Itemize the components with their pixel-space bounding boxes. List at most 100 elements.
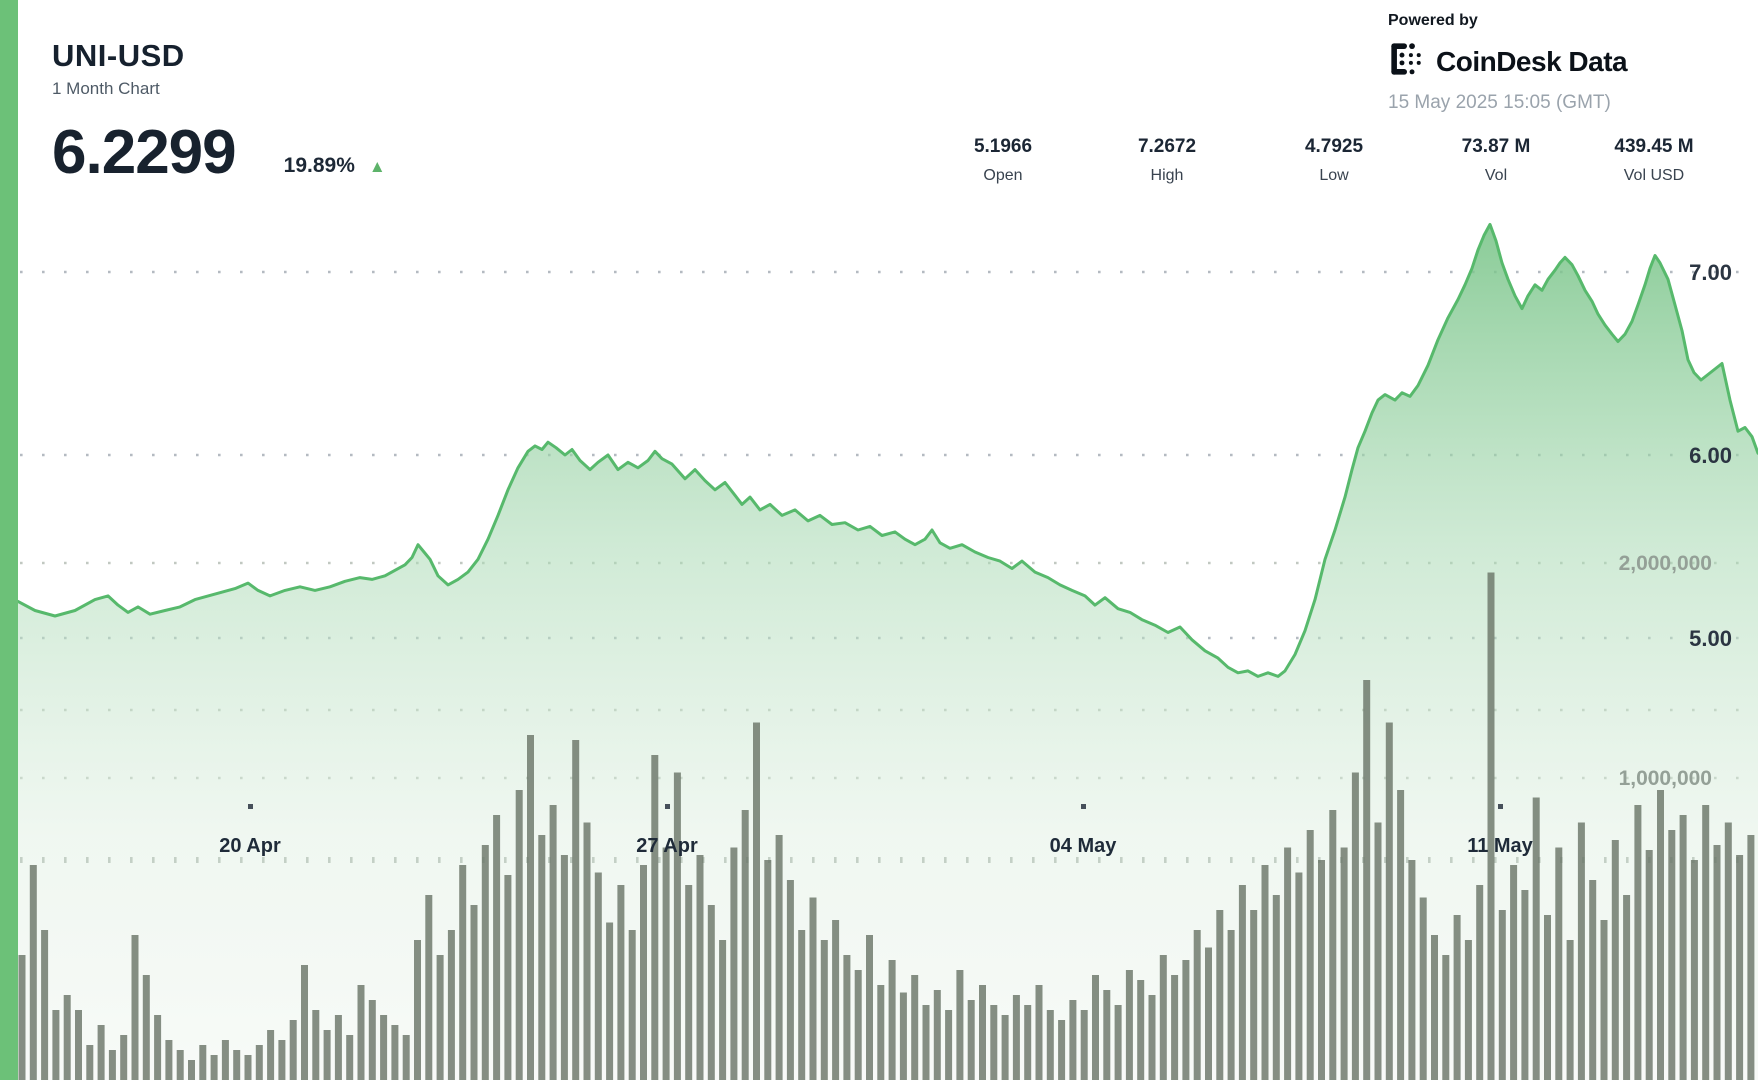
volume-bar (922, 1005, 930, 1080)
volume-bar (493, 815, 501, 1080)
volume-bar (1035, 985, 1043, 1080)
volume-bar (1634, 805, 1642, 1080)
volume-bar (1374, 822, 1382, 1080)
volume-bar (210, 1055, 218, 1080)
stat-low-value: 4.7925 (1304, 136, 1364, 157)
volume-bar (1487, 572, 1495, 1080)
volume-bar (120, 1035, 128, 1080)
volume-bar (1431, 935, 1438, 1080)
date-axis-label: 27 Apr (636, 835, 698, 857)
volume-bar (1306, 830, 1314, 1080)
volume-bar (1205, 947, 1212, 1080)
chart-period-subtitle: 1 Month Chart (52, 79, 160, 98)
stat-vol-value: 73.87 M (1461, 136, 1531, 157)
stat-vol-usd-label: Vol USD (1623, 167, 1685, 184)
volume-bar (854, 970, 862, 1080)
volume-axis-label: 2,000,000 (1619, 552, 1712, 575)
volume-bar (289, 1020, 297, 1080)
volume-bar (1453, 915, 1461, 1080)
volume-bar (142, 975, 150, 1080)
change-percent: 19.89% (283, 154, 355, 177)
stat-low: 4.7925 Low (1249, 136, 1419, 185)
volume-bar (707, 905, 715, 1080)
volume-bar (899, 992, 907, 1080)
date-tick-dot (1498, 804, 1503, 809)
volume-bar (1001, 1015, 1009, 1080)
volume-bar (1577, 822, 1585, 1080)
price-axis-label: 6.00 (1689, 443, 1732, 468)
volume-bar (1351, 772, 1359, 1080)
volume-bar (1046, 1010, 1054, 1080)
volume-bar (1069, 1000, 1077, 1080)
volume-bar (1464, 940, 1472, 1080)
volume-bar (1318, 860, 1325, 1080)
stat-high-value: 7.2672 (1137, 136, 1197, 157)
volume-bar (662, 847, 670, 1080)
volume-bar (459, 865, 467, 1080)
powered-by-label: Powered by (1388, 12, 1478, 29)
volume-bar (1024, 1005, 1032, 1080)
volume-bar (1238, 885, 1246, 1080)
green-accent-edge (0, 0, 18, 1080)
volume-bar (1363, 680, 1371, 1080)
volume-bar (843, 955, 851, 1080)
volume-bar (1159, 955, 1167, 1080)
volume-bar (1589, 880, 1597, 1080)
stat-open-value: 5.1966 (973, 136, 1033, 157)
volume-bar (1544, 915, 1551, 1080)
volume-bar (1566, 940, 1574, 1080)
volume-bar (391, 1025, 399, 1080)
volume-bar (1555, 847, 1563, 1080)
volume-bar (1261, 865, 1269, 1080)
volume-bar (786, 880, 794, 1080)
volume-bar (425, 895, 433, 1080)
volume-bar (1148, 995, 1156, 1080)
date-axis-label: 04 May (1050, 835, 1118, 857)
volume-bar (1668, 830, 1676, 1080)
volume-bar (1295, 872, 1303, 1080)
volume-bar (1713, 845, 1721, 1080)
coindesk-logo-icon (1388, 40, 1426, 83)
volume-bar (221, 1040, 229, 1080)
volume-bar (538, 835, 546, 1080)
volume-bar (52, 1010, 60, 1080)
stat-open: 5.1966 Open (918, 136, 1088, 185)
price-line (16, 222, 1758, 678)
volume-bar (527, 735, 534, 1080)
volume-bar (1442, 955, 1450, 1080)
volume-bar (154, 1015, 162, 1080)
volume-bar (255, 1045, 263, 1080)
volume-bar (1092, 975, 1099, 1080)
volume-bar (515, 790, 523, 1080)
volume-bar (1408, 860, 1416, 1080)
stat-high: 7.2672 High (1082, 136, 1252, 185)
volume-bar (572, 740, 580, 1080)
date-tick-dot (665, 804, 670, 809)
volume-bar (357, 985, 365, 1080)
volume-bar (764, 860, 772, 1080)
volume-bar (199, 1045, 207, 1080)
volume-bar (685, 885, 693, 1080)
volume-bar (1012, 995, 1020, 1080)
volume-bar (1419, 897, 1427, 1080)
date-tick-dot (248, 804, 253, 809)
volume-bar (967, 1000, 975, 1080)
chart-timestamp: 15 May 2025 15:05 (GMT) (1388, 92, 1611, 113)
volume-bar (1171, 975, 1179, 1080)
volume-bar (1747, 835, 1755, 1080)
volume-bar (188, 1060, 195, 1080)
volume-bar (301, 965, 308, 1080)
stat-open-label: Open (983, 167, 1023, 184)
volume-bar (1385, 722, 1393, 1080)
volume-bar (1645, 850, 1653, 1080)
symbol-title: UNI-USD (52, 38, 185, 73)
stats-row: 5.1966 Open 7.2672 High 4.7925 Low 73.87… (0, 136, 1758, 206)
date-axis-label: 11 May (1467, 835, 1533, 857)
volume-bar (470, 905, 478, 1080)
volume-bar (402, 1035, 410, 1080)
volume-bar (1623, 895, 1631, 1080)
volume-bar (1227, 930, 1235, 1080)
volume-bar (651, 755, 659, 1080)
volume-bar (1724, 822, 1732, 1080)
